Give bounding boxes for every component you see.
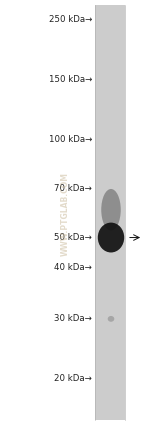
Text: 50 kDa→: 50 kDa→ [54,233,92,242]
Text: 150 kDa→: 150 kDa→ [49,74,92,84]
Text: 70 kDa→: 70 kDa→ [54,184,92,193]
Ellipse shape [98,223,124,253]
Text: 40 kDa→: 40 kDa→ [54,263,92,272]
Text: 30 kDa→: 30 kDa→ [54,314,92,324]
Text: 250 kDa→: 250 kDa→ [49,15,92,24]
Text: 100 kDa→: 100 kDa→ [49,134,92,144]
Text: 20 kDa→: 20 kDa→ [54,374,92,383]
Text: WWW.PTGLAB.COM: WWW.PTGLAB.COM [60,172,69,256]
Ellipse shape [108,316,114,322]
Ellipse shape [101,189,121,230]
